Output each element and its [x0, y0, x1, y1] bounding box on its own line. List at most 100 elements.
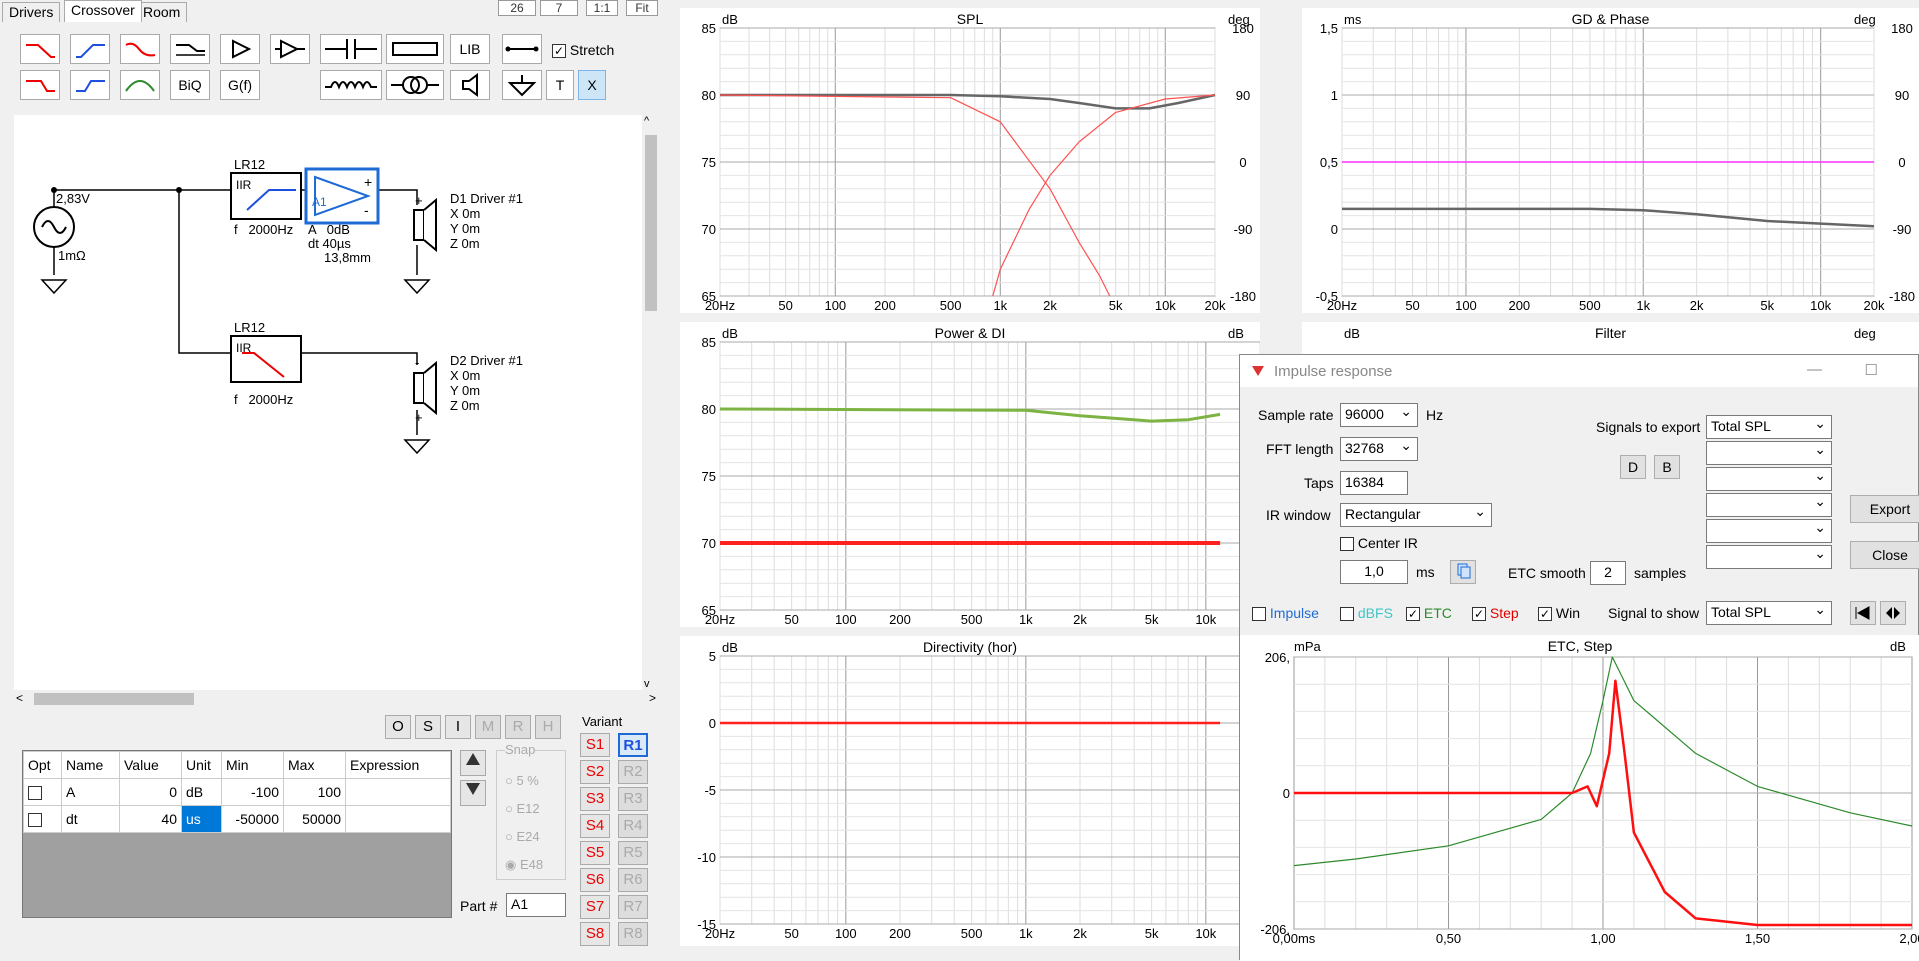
resistor-button[interactable] — [386, 34, 444, 64]
snap-option-e24[interactable]: ○ E24 — [505, 829, 540, 844]
variant-s2-button[interactable]: S2 — [580, 760, 610, 784]
move-down-button[interactable] — [460, 780, 486, 806]
variant-r4-button[interactable]: R4 — [618, 814, 648, 838]
ground-button[interactable] — [502, 70, 542, 100]
zoom-1to1-button[interactable]: 1:1 — [586, 0, 618, 16]
lowpass-red-button[interactable] — [20, 34, 60, 64]
inductor-button[interactable] — [320, 70, 382, 100]
ir-window-select[interactable]: Rectangular — [1340, 503, 1492, 527]
mode-m-button[interactable]: M — [475, 715, 501, 739]
scroll-left-icon[interactable]: < — [16, 691, 24, 705]
wire-button[interactable] — [502, 34, 542, 64]
zoom-y-field[interactable]: 7 — [540, 0, 578, 16]
delete-button[interactable]: X — [578, 70, 606, 100]
signal-impulse-checkbox[interactable]: Impulse — [1252, 605, 1319, 622]
maximize-icon[interactable]: ☐ — [1864, 362, 1878, 379]
opamp-button[interactable] — [270, 34, 310, 64]
param-max[interactable]: 100 — [283, 778, 346, 806]
signal-dbfs-checkbox[interactable]: dBFS — [1340, 605, 1393, 622]
scroll-down-icon[interactable]: v — [644, 678, 650, 690]
mode-s-button[interactable]: S — [415, 715, 441, 739]
param-value[interactable]: 0 — [119, 778, 182, 806]
param-value[interactable]: 40 — [119, 805, 182, 833]
tab-crossover[interactable]: Crossover — [64, 0, 142, 22]
variant-s5-button[interactable]: S5 — [580, 841, 610, 865]
highpass-blue-button[interactable] — [70, 34, 110, 64]
stretch-checkbox[interactable]: Stretch — [552, 42, 614, 59]
part-field[interactable]: A1 — [506, 893, 566, 917]
lowpass-shelf-button[interactable] — [120, 34, 160, 64]
transformer-button[interactable] — [386, 70, 444, 100]
signals-export-select-2[interactable] — [1706, 441, 1832, 465]
zoom-fit-button[interactable]: Fit — [626, 0, 658, 16]
highpass2-button[interactable] — [70, 70, 110, 100]
mode-o-button[interactable]: O — [385, 715, 411, 739]
capacitor-button[interactable] — [320, 34, 382, 64]
param-max[interactable]: 50000 — [283, 805, 346, 833]
sample-rate-select[interactable]: 96000 — [1340, 403, 1418, 427]
table-row[interactable]: dt 40 us -50000 50000 — [23, 805, 451, 833]
param-expression[interactable] — [345, 805, 451, 833]
mode-h-button[interactable]: H — [535, 715, 561, 739]
signals-export-select-6[interactable] — [1706, 545, 1832, 569]
signal-step-checkbox[interactable]: Step — [1472, 605, 1519, 622]
variant-s7-button[interactable]: S7 — [580, 895, 610, 919]
variant-s4-button[interactable]: S4 — [580, 814, 610, 838]
variant-s3-button[interactable]: S3 — [580, 787, 610, 811]
center-ir-check[interactable] — [1340, 537, 1354, 552]
taps-field[interactable]: 16384 — [1340, 471, 1408, 495]
variant-r6-button[interactable]: R6 — [618, 868, 648, 892]
speaker-button[interactable] — [450, 70, 490, 100]
signals-export-select-4[interactable] — [1706, 493, 1832, 517]
stretch-check[interactable] — [552, 44, 566, 59]
mode-i-button[interactable]: I — [445, 715, 471, 739]
amp-button[interactable] — [220, 34, 260, 64]
center-ir-checkbox[interactable]: Center IR — [1340, 535, 1418, 552]
variant-r1-button[interactable]: R1 — [618, 733, 648, 757]
tab-room[interactable]: Room — [136, 2, 188, 22]
tab-drivers[interactable]: Drivers — [2, 2, 61, 22]
signal-win-checkbox[interactable]: Win — [1538, 605, 1580, 622]
table-row[interactable]: A 0 dB -100 100 — [23, 778, 451, 806]
scroll-up-icon[interactable]: ^ — [644, 115, 650, 127]
zoom-x-field[interactable]: 26 — [498, 0, 536, 16]
copy-button[interactable] — [1450, 560, 1476, 584]
move-up-button[interactable] — [460, 750, 486, 776]
variant-r8-button[interactable]: R8 — [618, 922, 648, 946]
snap-option-e12[interactable]: ○ E12 — [505, 801, 540, 816]
variant-r5-button[interactable]: R5 — [618, 841, 648, 865]
allpass-button[interactable] — [170, 34, 210, 64]
hscroll-thumb[interactable] — [34, 693, 194, 705]
signals-export-select-3[interactable] — [1706, 467, 1832, 491]
variant-r7-button[interactable]: R7 — [618, 895, 648, 919]
step-back-button[interactable] — [1850, 601, 1876, 625]
schematic-vscroll[interactable]: ^ v — [642, 115, 660, 690]
param-unit[interactable]: dB — [181, 778, 222, 806]
window-ms-field[interactable]: 1,0 — [1340, 560, 1408, 584]
b-button[interactable]: B — [1654, 455, 1680, 479]
signal-etc-checkbox[interactable]: ETC — [1406, 605, 1452, 622]
schematic-hscroll[interactable]: < > — [14, 690, 660, 708]
vscroll-thumb[interactable] — [645, 135, 657, 311]
schematic-canvas[interactable]: + - + - + 2,83V 1mΩ LR12 IIR f 2000Hz A1 … — [14, 115, 642, 690]
variant-s6-button[interactable]: S6 — [580, 868, 610, 892]
variant-r3-button[interactable]: R3 — [618, 787, 648, 811]
signals-export-select-5[interactable] — [1706, 519, 1832, 543]
variant-r2-button[interactable]: R2 — [618, 760, 648, 784]
signal-show-select[interactable]: Total SPL — [1706, 601, 1832, 625]
mode-r-button[interactable]: R — [505, 715, 531, 739]
etc-smooth-field[interactable]: 2 — [1590, 561, 1626, 585]
lowpass2-button[interactable] — [20, 70, 60, 100]
param-min[interactable]: -50000 — [221, 805, 284, 833]
variant-s8-button[interactable]: S8 — [580, 922, 610, 946]
scroll-right-icon[interactable]: > — [648, 691, 656, 705]
opt-checkbox[interactable] — [28, 786, 42, 801]
param-expression[interactable] — [345, 778, 451, 806]
biquad-button[interactable]: BiQ — [170, 70, 210, 100]
d-button[interactable]: D — [1620, 455, 1646, 479]
signals-export-select[interactable]: Total SPL — [1706, 415, 1832, 439]
minimize-icon[interactable]: — — [1807, 361, 1822, 378]
param-unit[interactable]: us — [181, 805, 222, 833]
close-button[interactable]: Close — [1850, 541, 1919, 569]
snap-option-e48[interactable]: ◉ E48 — [505, 857, 544, 872]
